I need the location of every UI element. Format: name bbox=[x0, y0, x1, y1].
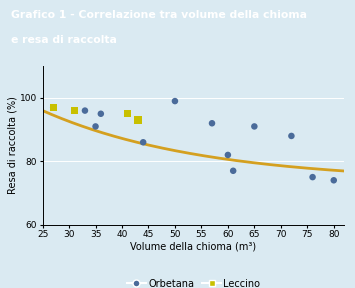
Point bbox=[331, 178, 337, 183]
Point bbox=[98, 111, 104, 116]
Point bbox=[172, 99, 178, 103]
Point bbox=[140, 140, 146, 145]
Point bbox=[125, 111, 130, 116]
Point bbox=[289, 134, 294, 138]
Point bbox=[82, 108, 88, 113]
Y-axis label: Resa di raccolta (%): Resa di raccolta (%) bbox=[7, 96, 17, 194]
Point bbox=[71, 108, 77, 113]
Point bbox=[135, 118, 141, 122]
Point bbox=[50, 105, 56, 110]
Text: Grafico 1 - Correlazione tra volume della chioma: Grafico 1 - Correlazione tra volume dell… bbox=[11, 10, 307, 20]
Point bbox=[50, 105, 56, 110]
Legend: Orbetana, Leccino: Orbetana, Leccino bbox=[123, 275, 264, 288]
Point bbox=[310, 175, 316, 179]
Point bbox=[209, 121, 215, 126]
Text: e resa di raccolta: e resa di raccolta bbox=[11, 35, 116, 45]
Point bbox=[225, 153, 231, 157]
Point bbox=[230, 168, 236, 173]
Point bbox=[251, 124, 257, 129]
X-axis label: Volume della chioma (m³): Volume della chioma (m³) bbox=[130, 242, 257, 252]
Point bbox=[93, 124, 98, 129]
